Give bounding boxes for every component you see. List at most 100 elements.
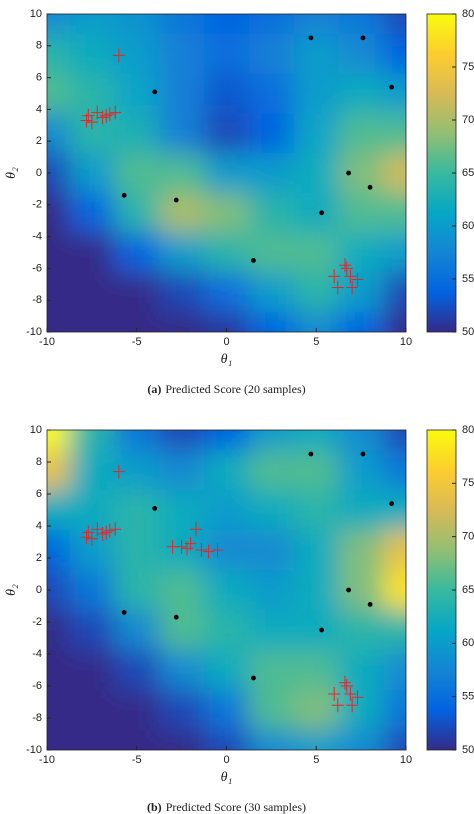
y-tick-label: -8 — [32, 712, 42, 724]
y-tick-label: 6 — [36, 488, 42, 500]
colorbar-tick-label: 55 — [462, 273, 474, 285]
heat-cell — [114, 610, 160, 651]
heat-cell — [114, 113, 160, 154]
heat-cell — [159, 153, 205, 194]
x-tick-label: -10 — [39, 336, 55, 348]
heat-cell — [114, 73, 160, 114]
heat-cell — [293, 570, 340, 611]
heat-cell — [383, 450, 406, 491]
y-tick-label: 2 — [36, 552, 42, 564]
heatmap — [47, 430, 406, 750]
sample-cross — [340, 261, 353, 276]
heat-cell — [47, 113, 70, 154]
heat-cell — [248, 113, 295, 154]
heat-cell — [204, 33, 250, 75]
heat-cell — [47, 272, 70, 313]
heat-cell — [47, 730, 70, 750]
heat-cell — [383, 730, 406, 750]
heat-cell — [159, 272, 205, 313]
sample-cross — [100, 525, 113, 540]
heat-cell — [204, 312, 250, 332]
caption-panel: (a) — [147, 382, 161, 396]
x-tick-label: -5 — [132, 754, 142, 766]
heat-cell — [114, 14, 160, 35]
heat-cell — [114, 33, 160, 75]
heat-cell — [338, 570, 385, 611]
y-tick-label: 6 — [36, 72, 42, 84]
caption-text: Predicted Score (20 samples) — [165, 382, 305, 396]
heat-cell — [69, 730, 115, 750]
heat-cell — [383, 113, 406, 154]
sample-cross — [344, 269, 357, 284]
heat-cell — [114, 312, 160, 332]
sample-cross — [181, 541, 194, 556]
heat-cell — [159, 430, 205, 451]
sample-cross — [331, 280, 344, 295]
heat-cell — [69, 650, 115, 691]
heat-cell — [248, 570, 295, 611]
sample-cross — [351, 272, 364, 287]
heat-cell — [248, 73, 295, 114]
x-tick-label: 10 — [400, 336, 412, 348]
heat-cell — [69, 232, 115, 273]
heat-cell — [338, 490, 385, 531]
heat-cell — [47, 14, 70, 35]
heat-cell — [293, 33, 340, 75]
colorbar — [426, 429, 457, 751]
heat-cell — [47, 690, 70, 731]
heat-cell — [204, 490, 250, 531]
heat-cell — [383, 570, 406, 611]
heat-cell — [47, 430, 70, 451]
heat-cell — [159, 490, 205, 531]
heat-cell — [338, 610, 385, 651]
y-tick-label: -6 — [32, 262, 42, 274]
heat-cell — [159, 232, 205, 273]
heat-cell — [204, 113, 250, 154]
heat-cell — [47, 450, 70, 491]
sample-cross — [112, 48, 125, 63]
sample-cross — [331, 698, 344, 713]
sample-cross — [338, 675, 351, 690]
heat-cell — [204, 610, 250, 651]
heat-cell — [338, 650, 385, 691]
y-tick-label: 10 — [30, 424, 42, 436]
heat-cell — [293, 73, 340, 114]
heat-cell — [248, 650, 295, 691]
y-tick-label: 8 — [36, 456, 42, 468]
y-tick-label: -10 — [26, 744, 42, 756]
heat-cell — [114, 232, 160, 273]
heat-cell — [338, 272, 385, 313]
heat-cell — [248, 490, 295, 531]
heat-cell — [383, 650, 406, 691]
heat-cell — [159, 650, 205, 691]
heat-cell — [47, 153, 70, 194]
sample-cross — [189, 522, 202, 537]
colorbar-tick-label: 80 — [462, 424, 474, 436]
y-tick-label: 4 — [36, 520, 42, 532]
heatmap-field — [47, 14, 406, 332]
heat-cell — [69, 153, 115, 194]
heat-cell — [159, 192, 205, 234]
x-axis-label: θ₁ — [221, 352, 233, 367]
y-tick-label: 4 — [36, 103, 42, 115]
heat-cell — [383, 430, 406, 451]
heat-cell — [204, 690, 250, 731]
heat-cell — [114, 650, 160, 691]
heat-cell — [159, 113, 205, 154]
heat-cell — [293, 490, 340, 531]
heat-cell — [338, 33, 385, 75]
heat-cell — [338, 153, 385, 194]
sample-dot — [121, 610, 127, 615]
heat-cell — [47, 490, 70, 531]
heat-cell — [114, 192, 160, 234]
heat-cell — [338, 73, 385, 114]
heatmap-field — [47, 430, 406, 750]
heat-cell — [383, 490, 406, 531]
heat-cell — [338, 530, 385, 571]
heat-cell — [159, 570, 205, 611]
sample-dot — [152, 506, 158, 511]
colorbar-tick-label: 70 — [462, 114, 474, 126]
heat-cell — [338, 690, 385, 731]
heat-cell — [204, 272, 250, 313]
colorbar-tick-label: 75 — [462, 61, 474, 73]
